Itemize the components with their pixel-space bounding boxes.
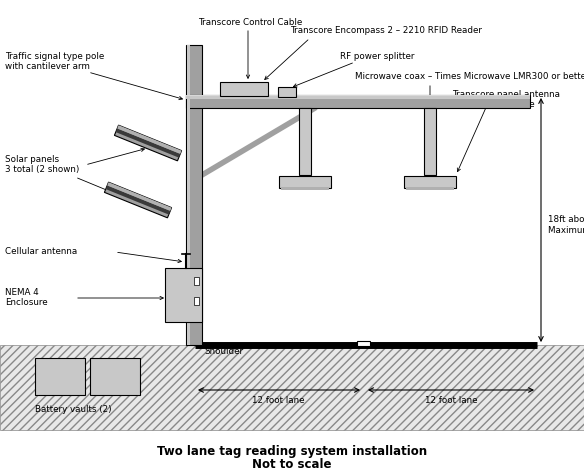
Bar <box>278 87 296 97</box>
Polygon shape <box>116 129 180 158</box>
Text: Solar panels
3 total (2 shown): Solar panels 3 total (2 shown) <box>5 155 79 174</box>
Bar <box>187 45 190 345</box>
Bar <box>90 358 140 395</box>
Bar <box>194 297 199 305</box>
Text: Traffic signal type pole
with cantilever arm: Traffic signal type pole with cantilever… <box>5 52 105 72</box>
Bar <box>299 108 311 175</box>
Bar <box>186 45 202 345</box>
Text: NEMA 4
Enclosure: NEMA 4 Enclosure <box>5 288 48 308</box>
Polygon shape <box>114 125 182 161</box>
Bar <box>424 108 436 175</box>
Bar <box>186 95 530 96</box>
Bar <box>279 176 331 188</box>
Bar <box>281 187 329 190</box>
Polygon shape <box>117 125 182 154</box>
Bar <box>194 277 199 285</box>
Bar <box>35 358 85 395</box>
Polygon shape <box>107 182 172 211</box>
Text: 12 foot lane: 12 foot lane <box>425 396 477 405</box>
Text: Two lane tag reading system installation: Two lane tag reading system installation <box>157 445 427 458</box>
Text: Battery vaults (2): Battery vaults (2) <box>35 405 112 414</box>
Bar <box>404 176 456 188</box>
Text: Transcore Control Cable: Transcore Control Cable <box>198 18 303 27</box>
Text: Transcore Encompass 2 – 2210 RFID Reader: Transcore Encompass 2 – 2210 RFID Reader <box>290 26 482 35</box>
Bar <box>0 345 584 430</box>
Bar <box>186 95 530 108</box>
Text: Not to scale: Not to scale <box>252 458 332 471</box>
Bar <box>186 95 530 99</box>
Text: 18ft above ground
Maximum 20 feet: 18ft above ground Maximum 20 feet <box>548 215 584 235</box>
Polygon shape <box>105 182 172 218</box>
Bar <box>220 82 268 96</box>
Text: RF power splitter: RF power splitter <box>340 52 415 61</box>
Bar <box>165 268 202 322</box>
Text: Cellular antenna: Cellular antenna <box>5 247 77 257</box>
Text: 12 foot lane: 12 foot lane <box>252 396 304 405</box>
Text: Microwave coax – Times Microwave LMR300 or better: Microwave coax – Times Microwave LMR300 … <box>355 72 584 81</box>
Polygon shape <box>106 186 171 215</box>
Bar <box>406 187 454 190</box>
Text: Shoulder: Shoulder <box>204 348 243 357</box>
Text: Transcore panel antenna
centered over lane: Transcore panel antenna centered over la… <box>452 90 560 109</box>
Bar <box>357 341 370 346</box>
